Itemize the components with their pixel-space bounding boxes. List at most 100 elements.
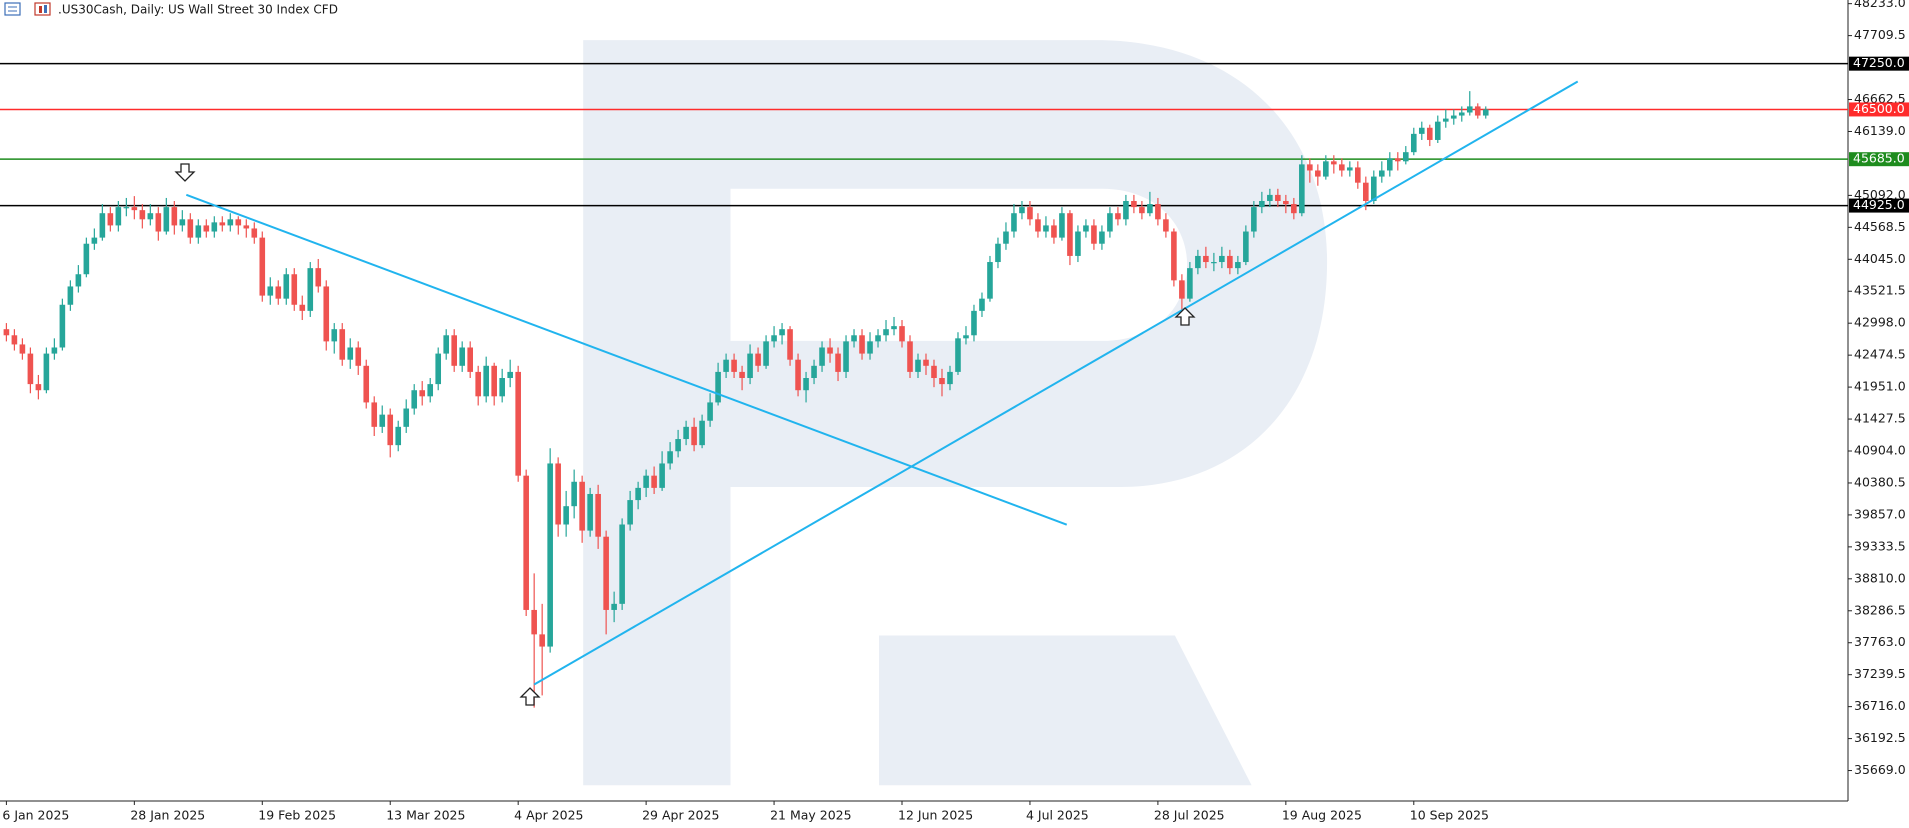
candle-body <box>1283 200 1289 205</box>
candle-body <box>1091 225 1097 244</box>
y-tick-label: 36716.0 <box>1854 698 1906 713</box>
candle-body <box>363 365 370 403</box>
candle-body <box>1426 127 1433 140</box>
candle-body <box>51 347 58 354</box>
candle-body <box>11 335 18 345</box>
candle-body <box>683 426 689 440</box>
candle-body <box>1019 207 1025 214</box>
candle-body <box>1291 204 1297 214</box>
candle-body <box>1474 106 1481 116</box>
candle-body <box>723 359 729 372</box>
candle-body <box>1267 194 1273 201</box>
y-tick-label: 47709.5 <box>1854 27 1906 42</box>
candle-body <box>323 286 330 342</box>
y-tick-label: 38286.5 <box>1854 602 1906 617</box>
candle-body <box>987 262 993 299</box>
candle-body <box>731 359 737 372</box>
y-tick-label: 37763.0 <box>1854 634 1906 649</box>
level-label: 47250.0 <box>1853 55 1905 70</box>
candle-body <box>75 274 82 287</box>
candle-body <box>1315 170 1321 177</box>
y-tick-label: 43521.5 <box>1854 283 1906 298</box>
annotation-arrow <box>174 163 196 182</box>
candle-body <box>715 371 721 403</box>
candle-body <box>1235 262 1241 269</box>
candle-body <box>1171 231 1177 281</box>
y-tick-label: 42474.5 <box>1854 347 1906 362</box>
candle-body <box>395 426 402 446</box>
candle-body <box>691 426 697 446</box>
candle-body <box>755 353 761 366</box>
x-tick-label: 4 Jul 2025 <box>1026 808 1089 823</box>
candle-body <box>579 481 585 531</box>
level-label: 44925.0 <box>1853 197 1905 212</box>
y-tick-label: 42998.0 <box>1854 315 1906 330</box>
candle-body <box>483 365 489 397</box>
candle-body <box>107 213 114 226</box>
candle-body <box>331 329 338 342</box>
candle-body <box>1458 112 1465 116</box>
candle-body <box>947 371 953 385</box>
candle-body <box>835 353 841 372</box>
candle-body <box>515 371 521 476</box>
candle-body <box>563 506 569 525</box>
candle-body <box>1179 280 1185 299</box>
candle-body <box>1251 207 1257 232</box>
candle-body <box>411 390 418 409</box>
candle-body <box>1482 109 1489 116</box>
candle-body <box>83 243 90 275</box>
candle-body <box>611 603 617 610</box>
candle-body <box>1083 225 1089 232</box>
candle-body <box>283 274 290 299</box>
candle-body <box>371 402 378 427</box>
candle-body <box>467 347 473 372</box>
candle-body <box>1067 213 1073 256</box>
candle-body <box>59 304 66 348</box>
y-tick-label: 39333.5 <box>1854 538 1906 553</box>
icon <box>39 6 42 13</box>
candle-body <box>1099 231 1105 244</box>
candle-body <box>1434 121 1441 140</box>
candle-body <box>43 353 50 391</box>
x-tick-label: 21 May 2025 <box>770 808 852 823</box>
candle-body <box>275 286 282 299</box>
y-tick-label: 45092.0 <box>1854 187 1906 202</box>
icon <box>44 5 47 13</box>
y-tick-label: 38810.0 <box>1854 570 1906 585</box>
candle-body <box>547 463 553 647</box>
candle-body <box>915 359 921 372</box>
candle-body <box>1219 255 1225 263</box>
y-tick-label: 37239.5 <box>1854 666 1906 681</box>
candle-body <box>1011 213 1017 232</box>
candle-body <box>707 402 713 421</box>
candle-body <box>771 335 777 342</box>
candle-body <box>235 219 242 226</box>
y-tick-label: 39857.0 <box>1854 506 1906 521</box>
candle-body <box>1155 204 1161 220</box>
candle-body <box>91 237 98 244</box>
candle-body <box>1035 219 1041 232</box>
level-label: 45685.0 <box>1853 151 1905 166</box>
candle-body <box>179 219 186 226</box>
candle-body <box>163 207 170 232</box>
candle-body <box>403 408 410 427</box>
candle-body <box>1347 167 1353 171</box>
candle-body <box>739 371 745 379</box>
candle-body <box>1211 262 1217 264</box>
candle-body <box>1299 164 1305 214</box>
candle-body <box>315 268 322 287</box>
candle-body <box>267 286 274 296</box>
candle-body <box>451 335 458 366</box>
candle-body <box>667 451 673 464</box>
candle-body <box>675 439 681 452</box>
x-tick-label: 28 Jul 2025 <box>1154 808 1225 823</box>
candle-body <box>227 219 234 226</box>
x-tick-label: 6 Jan 2025 <box>2 808 69 823</box>
y-tick-label: 41951.0 <box>1854 379 1906 394</box>
y-tick-label: 35669.0 <box>1854 762 1906 777</box>
y-tick-label: 44568.5 <box>1854 219 1906 234</box>
candle-body <box>475 371 481 397</box>
candle-body <box>571 481 577 507</box>
